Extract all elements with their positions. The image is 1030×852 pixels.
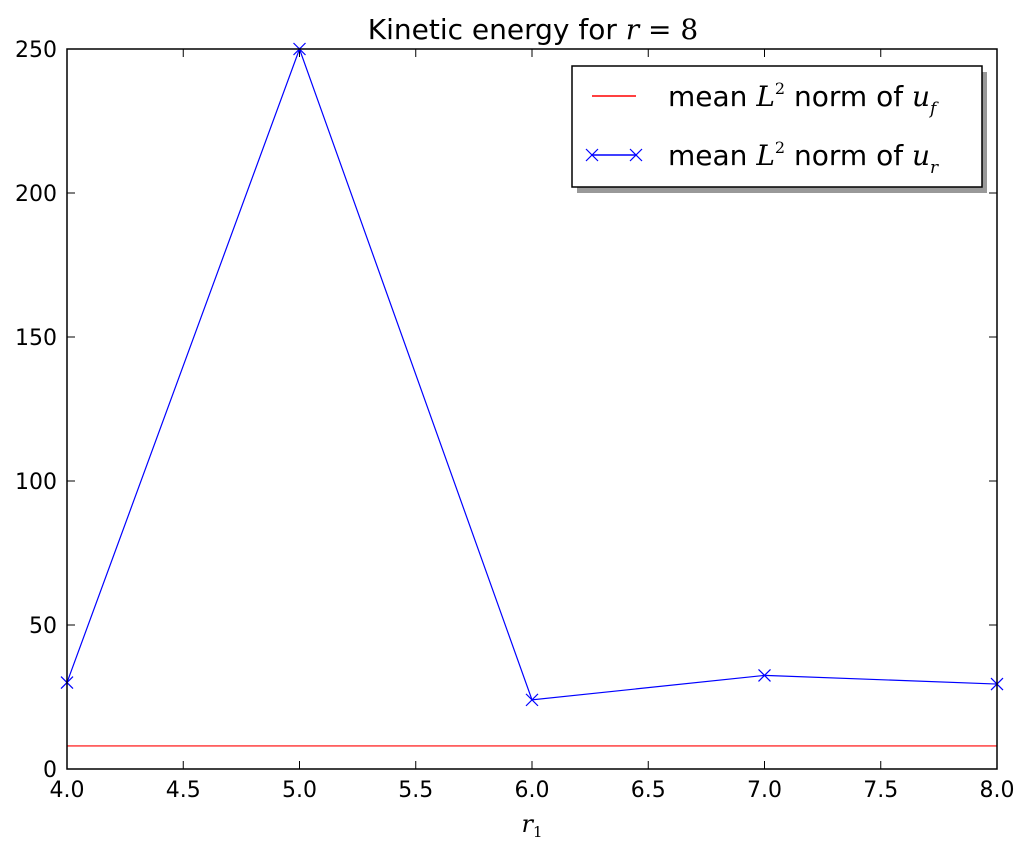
y-tick-label: 100	[15, 470, 57, 495]
legend-label-uf: mean L2 norm of uf	[668, 79, 939, 119]
legend: mean L2 norm of uf mean L2 norm of ur	[571, 65, 987, 193]
x-tick-label: 6.0	[515, 778, 550, 803]
y-tick-label: 200	[15, 182, 57, 207]
legend-x-marker	[585, 148, 599, 162]
y-tick-label: 50	[29, 614, 57, 639]
x-tick-label: 7.0	[747, 778, 782, 803]
x-tick-label: 8.0	[980, 778, 1015, 803]
series-layer	[60, 42, 1004, 747]
legend-entry-uf: mean L2 norm of uf	[592, 79, 939, 119]
x-tick-label: 5.5	[398, 778, 433, 803]
x-axis-label: r1	[521, 810, 542, 841]
legend-x-marker	[629, 148, 643, 162]
x-tick-label: 6.5	[631, 778, 666, 803]
data-point-ur	[758, 668, 771, 682]
legend-marker-ur-end	[629, 148, 643, 162]
x-tick-label: 5.0	[282, 778, 317, 803]
x-tick-label: 4.5	[166, 778, 201, 803]
y-tick-label: 150	[15, 326, 57, 351]
legend-label-ur: mean L2 norm of ur	[668, 138, 939, 178]
legend-box	[571, 65, 983, 188]
chart-title: Kinetic energy for r = 8	[368, 13, 699, 46]
legend-entry-ur: mean L2 norm of ur	[585, 138, 939, 178]
x-axis: 4.0 4.5 5.0 5.5 6.0 6.5 7.0 7.5 8.0	[50, 49, 1015, 803]
data-point-ur	[525, 693, 539, 707]
x-tick-label: 4.0	[50, 778, 85, 803]
legend-marker-ur-start	[585, 148, 599, 162]
plot-frame	[66, 48, 998, 770]
y-tick-label: 0	[43, 758, 57, 783]
y-axis: 0 50 100 150 200 250	[15, 38, 997, 783]
y-tick-label: 250	[15, 38, 57, 63]
x-tick-label: 7.5	[863, 778, 898, 803]
